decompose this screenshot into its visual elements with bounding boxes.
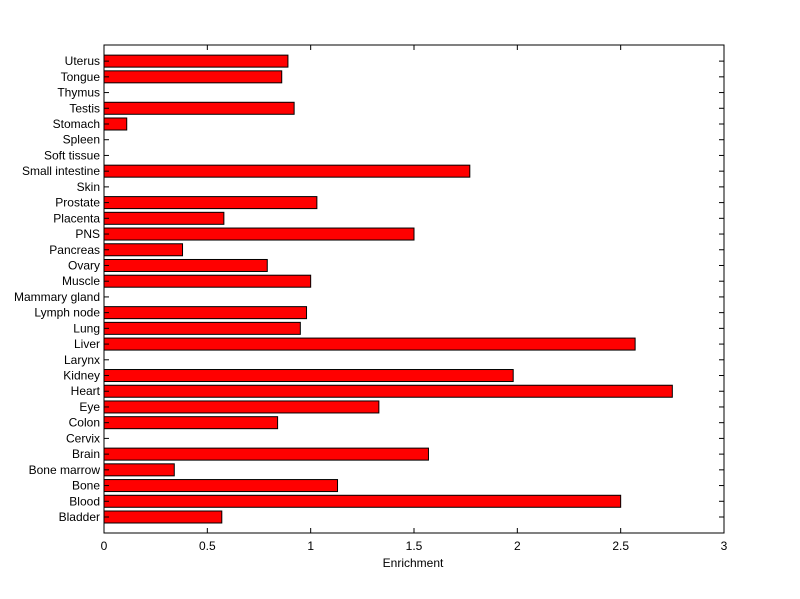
y-tick-label: PNS (75, 227, 100, 241)
bar (103, 306, 308, 320)
bar (103, 164, 471, 178)
y-tick-label: Colon (69, 416, 100, 430)
y-tick-label: Cervix (66, 431, 100, 445)
bar (103, 258, 268, 272)
y-tick-label: Stomach (53, 117, 100, 131)
x-tick-label: 0 (101, 539, 108, 553)
plot-frame (103, 44, 725, 534)
y-tick-label: Kidney (63, 369, 100, 383)
y-tick-label: Brain (72, 447, 100, 461)
x-axis-label: Enrichment (383, 556, 444, 570)
bar (103, 243, 184, 257)
bar (103, 369, 514, 383)
bar (103, 211, 225, 225)
y-tick-label: Liver (74, 337, 100, 351)
y-tick-label: Mammary gland (14, 290, 100, 304)
y-tick-label: Pancreas (49, 243, 100, 257)
y-tick-label: Muscle (62, 274, 100, 288)
y-tick-label: Ovary (68, 258, 100, 272)
x-tick-label: 2.5 (612, 539, 629, 553)
bar (103, 70, 283, 84)
bar (103, 416, 279, 430)
y-tick-label: Prostate (55, 196, 100, 210)
y-tick-label: Skin (77, 180, 100, 194)
bar (103, 337, 636, 351)
y-tick-label: Soft tissue (44, 148, 100, 162)
y-tick-label: Small intestine (22, 164, 100, 178)
bar (103, 494, 622, 508)
bar (103, 447, 429, 461)
bar (103, 227, 415, 241)
y-tick-label: Eye (79, 400, 100, 414)
bar (103, 400, 380, 414)
y-tick-label: Bone marrow (29, 463, 101, 477)
y-tick-label: Placenta (53, 211, 100, 225)
y-tick-label: Uterus (65, 54, 100, 68)
bar (103, 196, 318, 210)
bar (103, 384, 673, 398)
bar (103, 479, 339, 493)
y-tick-label: Bone (72, 479, 100, 493)
y-tick-label: Lung (73, 321, 100, 335)
bar (103, 510, 223, 524)
x-tick-label: 2 (514, 539, 521, 553)
y-tick-label: Spleen (63, 133, 100, 147)
bar (103, 274, 312, 288)
bar (103, 54, 289, 68)
x-tick-label: 0.5 (199, 539, 216, 553)
x-tick-label: 1 (307, 539, 314, 553)
y-tick-label: Bladder (59, 510, 100, 524)
x-tick-label: 1.5 (406, 539, 423, 553)
bar (103, 463, 175, 477)
y-tick-label: Blood (69, 494, 100, 508)
bar (103, 321, 301, 335)
x-tick-label: 3 (721, 539, 728, 553)
x-axis-ticks: 0 0.5 1 1.5 2 2.5 3 (101, 45, 728, 553)
bar (103, 101, 295, 115)
y-tick-label: Lymph node (34, 306, 100, 320)
y-tick-label: Tongue (61, 70, 101, 84)
y-tick-label: Larynx (64, 353, 100, 367)
y-tick-label: Heart (71, 384, 101, 398)
y-tick-label: Thymus (57, 86, 100, 100)
y-tick-label: Testis (69, 101, 100, 115)
